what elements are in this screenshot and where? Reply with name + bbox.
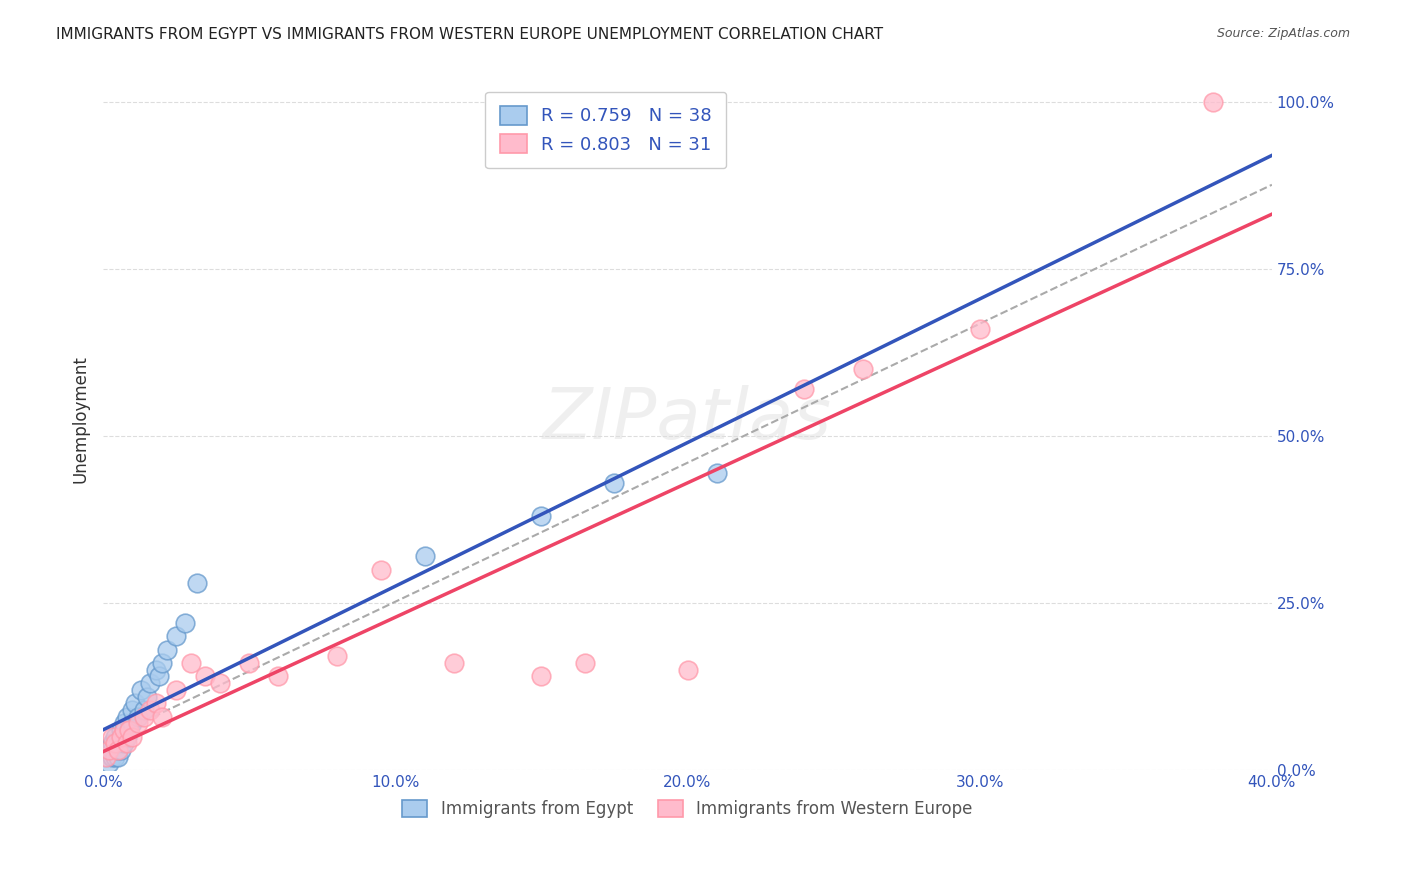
Point: [969, 322, 991, 336]
Point: [98, 743, 121, 757]
Point: [107, 743, 129, 757]
Point: [1202, 95, 1225, 109]
Point: [132, 709, 155, 723]
Point: [94, 749, 117, 764]
Point: [112, 736, 135, 750]
Point: [101, 749, 124, 764]
Point: [603, 475, 626, 490]
Point: [165, 682, 187, 697]
Point: [443, 656, 465, 670]
Text: Source: ZipAtlas.com: Source: ZipAtlas.com: [1216, 27, 1350, 40]
Point: [793, 382, 815, 396]
Point: [115, 730, 138, 744]
Point: [267, 669, 290, 683]
Point: [186, 576, 208, 591]
Point: [852, 362, 875, 376]
Point: [574, 656, 596, 670]
Point: [129, 682, 152, 697]
Point: [110, 730, 132, 744]
Point: [121, 716, 143, 731]
Point: [326, 649, 349, 664]
Point: [132, 703, 155, 717]
Point: [101, 743, 124, 757]
Point: [110, 743, 132, 757]
Point: [118, 723, 141, 737]
Point: [112, 723, 135, 737]
Point: [676, 663, 699, 677]
Point: [139, 676, 162, 690]
Point: [101, 730, 124, 744]
Point: [238, 656, 260, 670]
Point: [121, 730, 143, 744]
Point: [145, 663, 167, 677]
Point: [98, 743, 121, 757]
Point: [530, 509, 553, 524]
Point: [121, 703, 143, 717]
Point: [118, 723, 141, 737]
Y-axis label: Unemployment: Unemployment: [72, 355, 89, 483]
Point: [124, 696, 146, 710]
Point: [150, 656, 173, 670]
Point: [156, 642, 179, 657]
Point: [370, 563, 392, 577]
Point: [110, 723, 132, 737]
Point: [107, 736, 129, 750]
Point: [145, 696, 167, 710]
Point: [107, 749, 129, 764]
Point: [110, 730, 132, 744]
Point: [150, 709, 173, 723]
Point: [148, 669, 170, 683]
Point: [104, 749, 127, 764]
Legend: Immigrants from Egypt, Immigrants from Western Europe: Immigrants from Egypt, Immigrants from W…: [395, 793, 980, 825]
Point: [136, 690, 159, 704]
Point: [112, 716, 135, 731]
Point: [115, 736, 138, 750]
Point: [706, 466, 728, 480]
Point: [127, 709, 149, 723]
Point: [101, 736, 124, 750]
Point: [104, 736, 127, 750]
Text: IMMIGRANTS FROM EGYPT VS IMMIGRANTS FROM WESTERN EUROPE UNEMPLOYMENT CORRELATION: IMMIGRANTS FROM EGYPT VS IMMIGRANTS FROM…: [56, 27, 883, 42]
Point: [530, 669, 553, 683]
Text: ZIPatlas: ZIPatlas: [543, 384, 832, 454]
Point: [107, 743, 129, 757]
Point: [115, 709, 138, 723]
Point: [104, 730, 127, 744]
Point: [139, 703, 162, 717]
Point: [127, 716, 149, 731]
Point: [174, 615, 197, 630]
Point: [98, 756, 121, 771]
Point: [194, 669, 217, 683]
Point: [94, 749, 117, 764]
Point: [413, 549, 436, 564]
Point: [208, 676, 231, 690]
Point: [180, 656, 202, 670]
Point: [165, 629, 187, 643]
